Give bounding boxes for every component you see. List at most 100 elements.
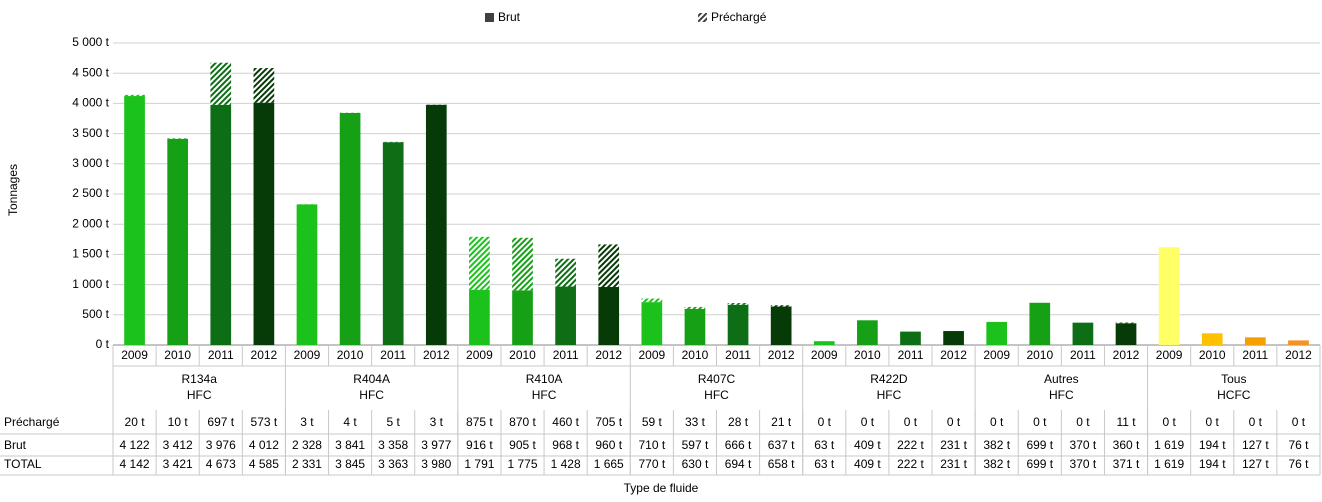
x-tick-label: 2011: [1070, 348, 1096, 362]
bar-brut: [1073, 323, 1094, 345]
x-tick-label: 2011: [898, 348, 924, 362]
table-cell: 710 t: [638, 438, 665, 452]
table-cell: 0 t: [990, 415, 1004, 429]
group-label: R134a: [182, 372, 218, 386]
group-family: HFC: [187, 388, 212, 402]
table-row-label: TOTAL: [4, 457, 42, 471]
bar-brut: [1159, 247, 1180, 345]
bar-brut: [469, 290, 490, 345]
table-cell: 699 t: [1026, 457, 1053, 471]
x-tick-label: 2012: [768, 348, 795, 362]
table-cell: 968 t: [552, 438, 579, 452]
x-tick-label: 2009: [983, 348, 1010, 362]
table-cell: 960 t: [595, 438, 622, 452]
bar-brut: [210, 105, 231, 345]
table-cell: 573 t: [251, 415, 278, 429]
table-cell: 630 t: [682, 457, 709, 471]
table-cell: 3 t: [430, 415, 444, 429]
table-row-label: Préchargé: [4, 415, 60, 429]
table-cell: 0 t: [947, 415, 961, 429]
table-cell: 0 t: [1206, 415, 1220, 429]
table-cell: 63 t: [814, 438, 835, 452]
table-cell: 371 t: [1113, 457, 1140, 471]
group-label: Tous: [1221, 372, 1246, 386]
y-tick-label: 500 t: [82, 307, 109, 321]
x-tick-label: 2011: [725, 348, 751, 362]
table-cell: 10 t: [168, 415, 189, 429]
table-cell: 382 t: [983, 438, 1010, 452]
group-family: HFC: [359, 388, 384, 402]
table-cell: 4 142: [120, 457, 150, 471]
bar-brut: [383, 142, 404, 345]
table-cell: 666 t: [725, 438, 752, 452]
group-family: HFC: [704, 388, 729, 402]
bar-precharge: [598, 244, 619, 287]
x-tick-label: 2010: [509, 348, 536, 362]
x-tick-label: 2010: [682, 348, 709, 362]
table-cell: 3 363: [378, 457, 408, 471]
table-cell: 4 t: [343, 415, 357, 429]
bar-brut: [771, 307, 792, 345]
table-cell: 637 t: [768, 438, 795, 452]
table-cell: 1 791: [464, 457, 494, 471]
table-cell: 3 412: [163, 438, 193, 452]
legend-label: Brut: [498, 10, 521, 24]
table-cell: 4 673: [206, 457, 236, 471]
table-cell: 1 619: [1154, 438, 1184, 452]
bar-precharge: [1116, 323, 1137, 324]
table-cell: 0 t: [1292, 415, 1306, 429]
x-tick-label: 2012: [1113, 348, 1140, 362]
table-row-label: Brut: [4, 438, 27, 452]
x-tick-label: 2010: [337, 348, 364, 362]
table-cell: 4 585: [249, 457, 279, 471]
x-tick-label: 2009: [1156, 348, 1183, 362]
bar-precharge: [641, 299, 662, 303]
x-tick-label: 2012: [595, 348, 622, 362]
y-tick-label: 5 000 t: [72, 35, 109, 49]
table-cell: 1 619: [1154, 457, 1184, 471]
bar-brut: [426, 105, 447, 345]
table-cell: 63 t: [814, 457, 835, 471]
group-label: R404A: [353, 372, 390, 386]
table-cell: 694 t: [725, 457, 752, 471]
bar-brut: [641, 302, 662, 345]
bar-brut: [512, 290, 533, 345]
bar-precharge: [210, 63, 231, 105]
x-tick-label: 2009: [811, 348, 838, 362]
group-family: HCFC: [1217, 388, 1251, 402]
table-cell: 658 t: [768, 457, 795, 471]
bar-brut: [900, 332, 921, 345]
bar-precharge: [512, 238, 533, 291]
table-cell: 3 976: [206, 438, 236, 452]
bar-brut: [685, 309, 706, 345]
group-family: HFC: [532, 388, 557, 402]
group-label: Autres: [1044, 372, 1079, 386]
x-tick-label: 2012: [1285, 348, 1312, 362]
bar-brut: [555, 287, 576, 345]
group-label: R422D: [870, 372, 908, 386]
table-cell: 382 t: [983, 457, 1010, 471]
bar-brut: [1029, 303, 1050, 345]
x-axis-label: Type de fluide: [624, 481, 699, 495]
table-cell: 370 t: [1070, 438, 1097, 452]
legend-label: Préchargé: [711, 10, 767, 24]
table-cell: 0 t: [1033, 415, 1047, 429]
table-cell: 231 t: [940, 438, 967, 452]
table-cell: 460 t: [552, 415, 579, 429]
bar-brut: [167, 139, 188, 345]
table-cell: 3 421: [163, 457, 193, 471]
y-tick-label: 3 000 t: [72, 156, 109, 170]
bar-brut: [728, 305, 749, 345]
x-tick-label: 2011: [553, 348, 579, 362]
table-cell: 409 t: [854, 457, 881, 471]
y-tick-label: 0 t: [96, 337, 110, 351]
table-cell: 3 977: [421, 438, 451, 452]
x-tick-label: 2009: [466, 348, 493, 362]
table-cell: 3 845: [335, 457, 365, 471]
y-tick-label: 4 500 t: [72, 65, 109, 79]
table-cell: 1 428: [551, 457, 581, 471]
table-cell: 3 t: [300, 415, 314, 429]
table-cell: 3 358: [378, 438, 408, 452]
legend-swatch: [698, 13, 707, 22]
